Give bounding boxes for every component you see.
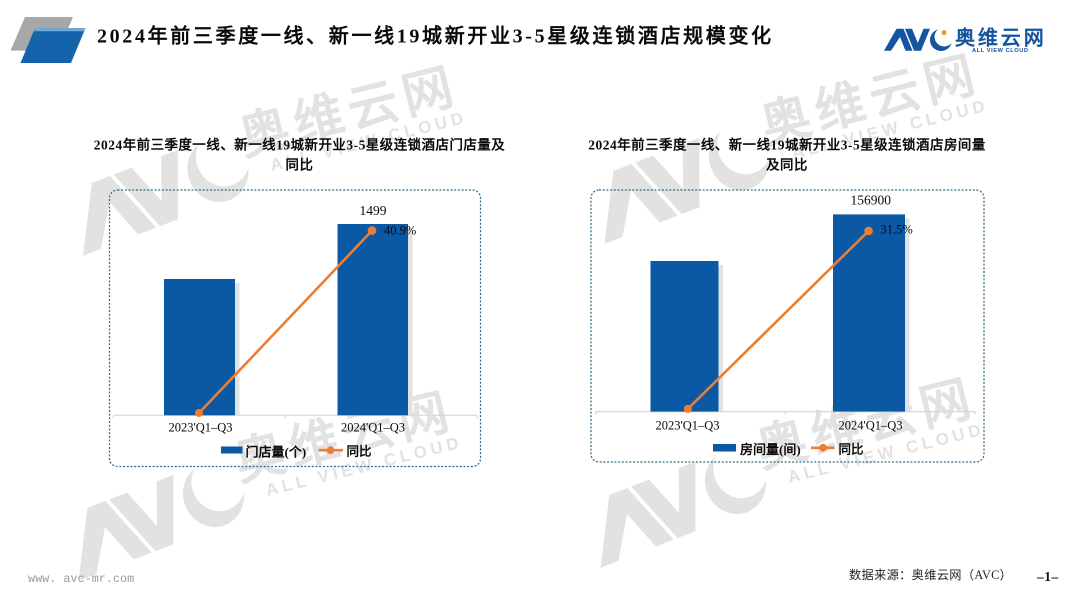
svg-text:31.5%: 31.5% bbox=[881, 223, 913, 237]
svg-text:–1–: –1– bbox=[1036, 569, 1059, 584]
svg-text:数据来源：奥维云网（AVC）: 数据来源：奥维云网（AVC） bbox=[849, 567, 1012, 582]
svg-text:40.9%: 40.9% bbox=[384, 224, 416, 238]
svg-text:1499: 1499 bbox=[360, 203, 387, 218]
svg-text:156900: 156900 bbox=[850, 193, 891, 208]
svg-text:奥维云网: 奥维云网 bbox=[955, 26, 1047, 50]
svg-text:及同比: 及同比 bbox=[766, 157, 808, 173]
svg-text:同比: 同比 bbox=[286, 157, 314, 173]
svg-text:门店量(个): 门店量(个) bbox=[246, 445, 307, 460]
svg-text:2024年前三季度一线、新一线19城新开业3-5星级连锁酒店: 2024年前三季度一线、新一线19城新开业3-5星级连锁酒店房间量 bbox=[588, 136, 986, 152]
svg-text:ALL VIEW CLOUD: ALL VIEW CLOUD bbox=[972, 48, 1029, 54]
svg-text:同比: 同比 bbox=[347, 444, 373, 459]
svg-text:2024'Q1–Q3: 2024'Q1–Q3 bbox=[838, 418, 902, 432]
svg-text:房间量(间): 房间量(间) bbox=[740, 442, 801, 457]
svg-text:2023'Q1–Q3: 2023'Q1–Q3 bbox=[168, 421, 232, 435]
svg-text:www. avc-mr.com: www. avc-mr.com bbox=[28, 572, 134, 586]
svg-text:2024'Q1–Q3: 2024'Q1–Q3 bbox=[341, 421, 405, 435]
svg-text:2024年前三季度一线、新一线19城新开业3-5星级连锁酒店: 2024年前三季度一线、新一线19城新开业3-5星级连锁酒店规模变化 bbox=[97, 23, 774, 47]
svg-text:2024年前三季度一线、新一线19城新开业3-5星级连锁酒店: 2024年前三季度一线、新一线19城新开业3-5星级连锁酒店门店量及 bbox=[94, 136, 506, 152]
svg-text:2023'Q1–Q3: 2023'Q1–Q3 bbox=[655, 418, 719, 432]
svg-text:同比: 同比 bbox=[839, 442, 865, 457]
